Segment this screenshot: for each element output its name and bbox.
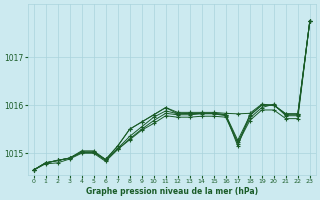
X-axis label: Graphe pression niveau de la mer (hPa): Graphe pression niveau de la mer (hPa)	[86, 187, 258, 196]
